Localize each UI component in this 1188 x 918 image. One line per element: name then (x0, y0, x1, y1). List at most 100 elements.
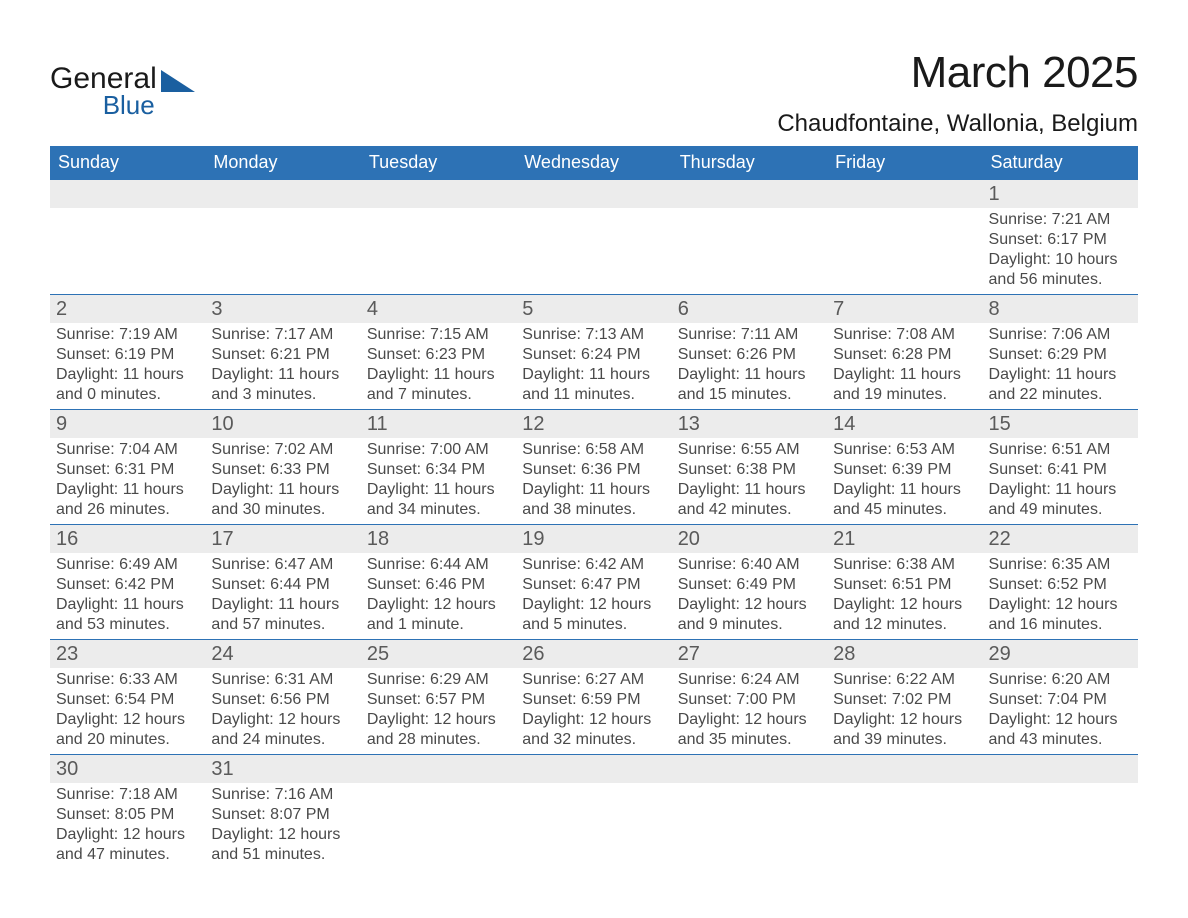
day-daylight1: Daylight: 11 hours (833, 480, 976, 500)
day-number (361, 180, 516, 208)
day-cell-number (672, 180, 827, 209)
day-daylight1: Daylight: 12 hours (56, 825, 199, 845)
day-details: Sunrise: 6:47 AMSunset: 6:44 PMDaylight:… (205, 553, 360, 639)
day-header: Saturday (983, 146, 1138, 180)
week-data-row: Sunrise: 6:33 AMSunset: 6:54 PMDaylight:… (50, 668, 1138, 755)
day-sunrise: Sunrise: 6:58 AM (522, 440, 665, 460)
day-daylight1: Daylight: 12 hours (367, 710, 510, 730)
day-cell-data (516, 783, 671, 869)
week-daynum-row: 23242526272829 (50, 640, 1138, 669)
day-sunrise: Sunrise: 7:11 AM (678, 325, 821, 345)
day-number: 5 (516, 295, 671, 323)
day-number: 29 (983, 640, 1138, 668)
day-cell-number: 1 (983, 180, 1138, 209)
day-number (827, 180, 982, 208)
day-sunset: Sunset: 6:44 PM (211, 575, 354, 595)
day-header: Sunday (50, 146, 205, 180)
week-daynum-row: 1 (50, 180, 1138, 209)
day-sunset: Sunset: 6:56 PM (211, 690, 354, 710)
day-details (361, 783, 516, 809)
day-sunset: Sunset: 6:19 PM (56, 345, 199, 365)
day-sunset: Sunset: 6:42 PM (56, 575, 199, 595)
brand-line-2: Blue (50, 92, 157, 118)
day-sunrise: Sunrise: 6:38 AM (833, 555, 976, 575)
day-sunset: Sunset: 6:49 PM (678, 575, 821, 595)
day-sunset: Sunset: 6:38 PM (678, 460, 821, 480)
day-sunrise: Sunrise: 7:02 AM (211, 440, 354, 460)
day-daylight1: Daylight: 12 hours (678, 710, 821, 730)
day-number: 17 (205, 525, 360, 553)
day-number: 15 (983, 410, 1138, 438)
week-daynum-row: 9101112131415 (50, 410, 1138, 439)
day-cell-number: 8 (983, 295, 1138, 324)
day-cell-number: 29 (983, 640, 1138, 669)
day-cell-data (516, 208, 671, 295)
day-cell-data (827, 208, 982, 295)
day-daylight2: and 3 minutes. (211, 385, 354, 405)
day-cell-number: 15 (983, 410, 1138, 439)
day-cell-data: Sunrise: 7:00 AMSunset: 6:34 PMDaylight:… (361, 438, 516, 525)
brand-text: General Blue (50, 64, 157, 118)
day-header: Friday (827, 146, 982, 180)
day-details (827, 783, 982, 809)
day-cell-number (361, 755, 516, 784)
day-details (205, 208, 360, 234)
week-daynum-row: 2345678 (50, 295, 1138, 324)
day-details: Sunrise: 6:24 AMSunset: 7:00 PMDaylight:… (672, 668, 827, 754)
day-number: 1 (983, 180, 1138, 208)
day-cell-data: Sunrise: 6:27 AMSunset: 6:59 PMDaylight:… (516, 668, 671, 755)
day-sunrise: Sunrise: 6:20 AM (989, 670, 1132, 690)
day-sunrise: Sunrise: 7:17 AM (211, 325, 354, 345)
day-details: Sunrise: 6:29 AMSunset: 6:57 PMDaylight:… (361, 668, 516, 754)
day-sunrise: Sunrise: 6:47 AM (211, 555, 354, 575)
day-daylight2: and 19 minutes. (833, 385, 976, 405)
day-details: Sunrise: 7:19 AMSunset: 6:19 PMDaylight:… (50, 323, 205, 409)
day-header-row: Sunday Monday Tuesday Wednesday Thursday… (50, 146, 1138, 180)
day-daylight2: and 34 minutes. (367, 500, 510, 520)
day-cell-data: Sunrise: 7:18 AMSunset: 8:05 PMDaylight:… (50, 783, 205, 869)
day-sunrise: Sunrise: 7:15 AM (367, 325, 510, 345)
day-cell-number: 17 (205, 525, 360, 554)
day-daylight1: Daylight: 11 hours (678, 365, 821, 385)
day-cell-data (205, 208, 360, 295)
day-number: 3 (205, 295, 360, 323)
day-sunrise: Sunrise: 6:51 AM (989, 440, 1132, 460)
day-number: 6 (672, 295, 827, 323)
day-cell-number: 9 (50, 410, 205, 439)
day-number: 20 (672, 525, 827, 553)
day-details: Sunrise: 6:27 AMSunset: 6:59 PMDaylight:… (516, 668, 671, 754)
day-details: Sunrise: 6:35 AMSunset: 6:52 PMDaylight:… (983, 553, 1138, 639)
day-sunset: Sunset: 8:07 PM (211, 805, 354, 825)
day-cell-number (672, 755, 827, 784)
day-sunset: Sunset: 7:00 PM (678, 690, 821, 710)
day-daylight1: Daylight: 12 hours (522, 595, 665, 615)
day-details: Sunrise: 6:33 AMSunset: 6:54 PMDaylight:… (50, 668, 205, 754)
day-sunset: Sunset: 6:41 PM (989, 460, 1132, 480)
day-daylight2: and 26 minutes. (56, 500, 199, 520)
day-sunset: Sunset: 6:52 PM (989, 575, 1132, 595)
day-header: Thursday (672, 146, 827, 180)
day-cell-data: Sunrise: 6:40 AMSunset: 6:49 PMDaylight:… (672, 553, 827, 640)
day-daylight1: Daylight: 12 hours (522, 710, 665, 730)
week-data-row: Sunrise: 7:21 AMSunset: 6:17 PMDaylight:… (50, 208, 1138, 295)
day-daylight1: Daylight: 11 hours (211, 365, 354, 385)
day-sunset: Sunset: 6:59 PM (522, 690, 665, 710)
day-cell-number: 18 (361, 525, 516, 554)
day-details: Sunrise: 7:06 AMSunset: 6:29 PMDaylight:… (983, 323, 1138, 409)
day-number: 13 (672, 410, 827, 438)
day-number: 2 (50, 295, 205, 323)
day-cell-data: Sunrise: 7:19 AMSunset: 6:19 PMDaylight:… (50, 323, 205, 410)
day-daylight1: Daylight: 11 hours (522, 480, 665, 500)
day-details: Sunrise: 7:17 AMSunset: 6:21 PMDaylight:… (205, 323, 360, 409)
day-cell-number: 20 (672, 525, 827, 554)
day-number (983, 755, 1138, 783)
day-cell-number: 24 (205, 640, 360, 669)
day-sunset: Sunset: 6:17 PM (989, 230, 1132, 250)
day-details: Sunrise: 6:31 AMSunset: 6:56 PMDaylight:… (205, 668, 360, 754)
day-cell-data: Sunrise: 6:58 AMSunset: 6:36 PMDaylight:… (516, 438, 671, 525)
day-sunrise: Sunrise: 7:21 AM (989, 210, 1132, 230)
day-sunrise: Sunrise: 6:29 AM (367, 670, 510, 690)
day-cell-number: 21 (827, 525, 982, 554)
day-cell-data: Sunrise: 6:35 AMSunset: 6:52 PMDaylight:… (983, 553, 1138, 640)
day-daylight1: Daylight: 11 hours (522, 365, 665, 385)
